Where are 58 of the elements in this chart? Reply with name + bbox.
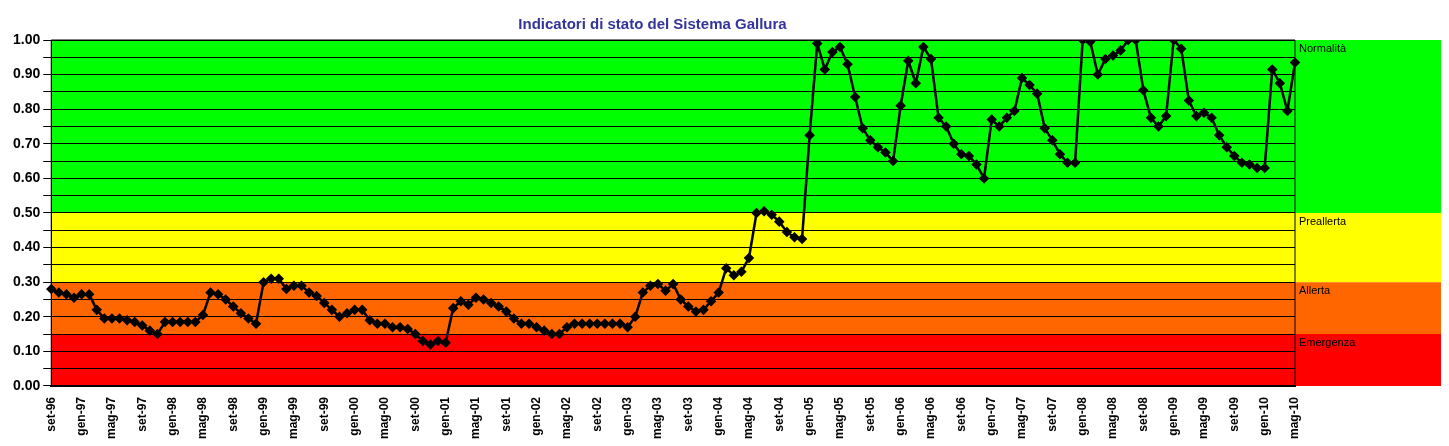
- x-tick-label: gen-04: [710, 396, 725, 436]
- y-tick-label: 0.30: [13, 273, 41, 290]
- y-tick-label: 0.20: [13, 307, 41, 324]
- x-tick-label: set-98: [225, 396, 240, 432]
- x-tick-label: set-06: [953, 396, 968, 432]
- y-tick-label: 0.90: [13, 65, 41, 82]
- x-tick-label: set-09: [1226, 396, 1241, 432]
- y-tick-label: 0.60: [13, 169, 41, 186]
- y-tick-label: 0.80: [13, 100, 41, 117]
- x-tick-label: mag-07: [1014, 396, 1029, 440]
- x-tick-label: gen-09: [1165, 396, 1180, 436]
- x-tick-label: mag-05: [832, 396, 847, 440]
- x-tick-label: mag-99: [286, 396, 301, 440]
- x-tick-label: mag-10: [1287, 396, 1302, 440]
- x-tick-label: gen-01: [437, 396, 452, 436]
- x-tick-label: set-02: [589, 396, 604, 432]
- band-label: Preallerta: [1299, 214, 1347, 227]
- x-tick-label: gen-03: [619, 396, 634, 436]
- x-tick-label: set-03: [680, 396, 695, 432]
- x-tick-label: gen-06: [892, 396, 907, 436]
- x-tick-label: set-01: [498, 396, 513, 432]
- band-label: Allerta: [1299, 283, 1332, 296]
- y-tick-label: 1.00: [13, 30, 41, 47]
- x-tick-label: set-99: [316, 396, 331, 432]
- x-tick-label: gen-10: [1256, 396, 1271, 436]
- x-tick-label: mag-04: [741, 396, 756, 440]
- x-tick-label: set-97: [134, 396, 149, 432]
- y-tick-label: 0.50: [13, 203, 41, 220]
- x-tick-label: gen-97: [73, 396, 88, 436]
- band-label: Emergenza: [1299, 335, 1357, 348]
- x-tick-label: set-96: [43, 396, 58, 432]
- x-tick-label: mag-02: [559, 396, 574, 440]
- x-tick-label: gen-00: [346, 396, 361, 436]
- y-tick-label: 0.40: [13, 238, 41, 255]
- chart-title: Indicatori di stato del Sistema Gallura: [518, 15, 788, 33]
- x-tick-label: mag-98: [195, 396, 210, 440]
- x-tick-label: set-08: [1135, 396, 1150, 432]
- x-tick-label: set-05: [862, 396, 877, 432]
- x-tick-label: gen-98: [164, 396, 179, 436]
- x-tick-label: mag-01: [468, 396, 483, 440]
- x-tick-label: mag-97: [104, 396, 119, 440]
- x-tick-label: set-04: [771, 396, 786, 432]
- x-tick-label: mag-08: [1105, 396, 1120, 440]
- x-tick-label: mag-03: [650, 396, 665, 440]
- x-tick-label: gen-02: [528, 396, 543, 436]
- band-label: Normalità: [1299, 41, 1347, 54]
- x-tick-label: gen-07: [983, 396, 998, 436]
- y-tick-label: 0.00: [13, 376, 41, 393]
- x-tick-label: gen-05: [801, 396, 816, 436]
- x-tick-label: set-07: [1044, 396, 1059, 432]
- y-tick-label: 0.70: [13, 134, 41, 151]
- x-tick-label: set-00: [407, 396, 422, 432]
- x-tick-label: mag-00: [377, 396, 392, 440]
- y-tick-label: 0.10: [13, 342, 41, 359]
- x-tick-label: gen-99: [255, 396, 270, 436]
- x-tick-label: gen-08: [1074, 396, 1089, 436]
- x-tick-label: mag-06: [923, 396, 938, 440]
- x-tick-label: mag-09: [1196, 396, 1211, 440]
